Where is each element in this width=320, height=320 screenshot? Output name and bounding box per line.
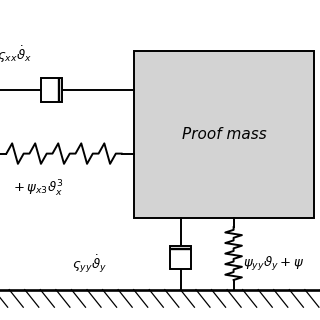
Text: $\quad\; + \psi_{x3}\vartheta_x^3$: $\quad\; + \psi_{x3}\vartheta_x^3$: [0, 179, 63, 199]
Bar: [170, 246, 191, 269]
Text: $\psi_{yy}\vartheta_y + \psi$: $\psi_{yy}\vartheta_y + \psi$: [243, 255, 305, 273]
Text: $\varsigma_{yy}\dot{\vartheta}_y$: $\varsigma_{yy}\dot{\vartheta}_y$: [72, 253, 107, 275]
Bar: [41, 78, 61, 101]
Text: $\varsigma_{xx}\dot{\vartheta}_x$: $\varsigma_{xx}\dot{\vartheta}_x$: [0, 44, 32, 65]
Text: Proof mass: Proof mass: [182, 127, 266, 142]
Bar: [134, 51, 314, 218]
